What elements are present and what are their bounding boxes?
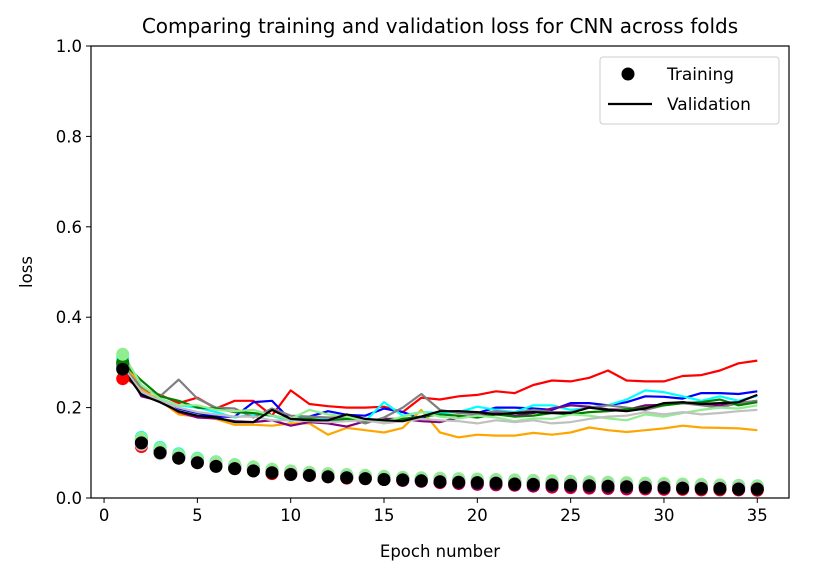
x-axis-label: Epoch number bbox=[380, 542, 500, 561]
training-point-fold-10 bbox=[657, 481, 671, 495]
training-point-fold-10 bbox=[638, 480, 652, 494]
legend-training-marker bbox=[621, 67, 635, 81]
training-point-fold-10 bbox=[414, 474, 428, 488]
x-tick-label: 0 bbox=[99, 506, 110, 525]
validation-line-fold-6 bbox=[121, 366, 758, 425]
training-point-fold-10 bbox=[750, 482, 764, 496]
x-tick-label: 20 bbox=[467, 506, 488, 525]
training-point-fold-10 bbox=[377, 473, 391, 486]
training-point-fold-10 bbox=[358, 472, 372, 486]
training-point-fold-1 bbox=[116, 372, 130, 386]
y-tick-label: 0.4 bbox=[56, 308, 82, 327]
plot-area bbox=[90, 45, 790, 499]
training-point-fold-10 bbox=[116, 362, 130, 376]
y-axis: 0.0 0.2 0.4 0.6 0.8 1.0 bbox=[56, 37, 91, 508]
chart-title: Comparing training and validation loss f… bbox=[142, 14, 738, 38]
training-point-fold-10 bbox=[676, 481, 690, 495]
validation-line-fold-3 bbox=[121, 361, 758, 423]
x-tick-label: 5 bbox=[192, 506, 203, 525]
training-point-fold-10 bbox=[190, 456, 204, 470]
validation-line-fold-4 bbox=[121, 357, 758, 439]
training-point-fold-10 bbox=[508, 477, 522, 491]
training-point-fold-10 bbox=[620, 480, 634, 494]
training-point-fold-10 bbox=[713, 482, 727, 495]
training-point-fold-10 bbox=[209, 459, 223, 473]
validation-line-fold-9 bbox=[121, 366, 758, 425]
training-point-fold-10 bbox=[732, 482, 746, 496]
legend-frame bbox=[599, 56, 780, 125]
x-tick-label: 10 bbox=[280, 506, 301, 525]
training-point-fold-10 bbox=[489, 476, 503, 490]
x-tick-label: 30 bbox=[653, 506, 674, 525]
y-axis-label: loss bbox=[17, 256, 36, 288]
training-point-fold-10 bbox=[582, 479, 596, 493]
training-point-fold-10 bbox=[433, 475, 447, 489]
training-point-fold-10 bbox=[302, 468, 316, 482]
legend-training-label: Training bbox=[666, 65, 734, 85]
training-point-fold-10 bbox=[340, 471, 354, 485]
training-point-fold-10 bbox=[228, 462, 242, 476]
training-point-fold-8 bbox=[116, 347, 130, 361]
training-point-fold-10 bbox=[470, 476, 484, 490]
validation-line-fold-8 bbox=[121, 352, 758, 424]
training-point-fold-10 bbox=[526, 477, 540, 491]
training-point-fold-10 bbox=[564, 478, 578, 492]
training-point-fold-10 bbox=[694, 482, 708, 495]
training-point-fold-10 bbox=[134, 436, 148, 450]
y-tick-label: 0.6 bbox=[56, 218, 82, 237]
training-point-fold-10 bbox=[172, 451, 186, 465]
training-point-fold-10 bbox=[284, 468, 298, 481]
training-point-fold-10 bbox=[246, 464, 260, 478]
y-tick-label: 1.0 bbox=[56, 37, 82, 56]
y-tick-label: 0.8 bbox=[56, 127, 82, 146]
validation-line-fold-1 bbox=[122, 359, 758, 417]
plot-frame bbox=[90, 45, 790, 499]
legend-validation-label: Validation bbox=[667, 95, 751, 115]
training-point-fold-10 bbox=[153, 446, 167, 460]
series-layer bbox=[116, 347, 764, 497]
x-tick-label: 35 bbox=[747, 506, 768, 525]
y-tick-label: 0.0 bbox=[56, 489, 82, 508]
training-point-fold-10 bbox=[601, 479, 615, 493]
legend: Training Validation bbox=[599, 56, 780, 125]
training-point-fold-10 bbox=[452, 475, 466, 489]
training-point-fold-10 bbox=[265, 466, 279, 480]
x-tick-label: 15 bbox=[374, 506, 395, 525]
x-tick-label: 25 bbox=[560, 506, 581, 525]
training-point-fold-10 bbox=[545, 478, 559, 492]
training-point-fold-10 bbox=[396, 473, 410, 487]
validation-line-fold-10 bbox=[121, 368, 758, 424]
training-point-fold-10 bbox=[321, 470, 335, 484]
y-tick-label: 0.2 bbox=[56, 399, 82, 418]
x-axis: 0 5 10 15 20 25 30 35 bbox=[99, 498, 768, 525]
